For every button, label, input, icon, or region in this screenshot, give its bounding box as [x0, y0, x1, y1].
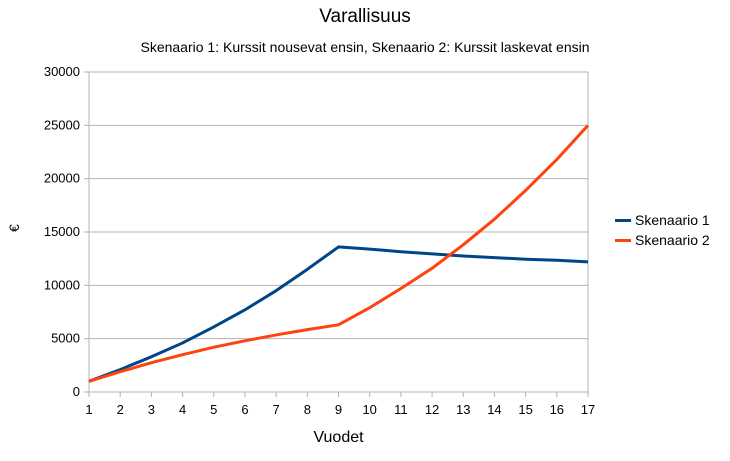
legend-entry-skenaario-1: Skenaario 1	[615, 210, 710, 230]
x-tick-label: 12	[425, 402, 439, 417]
x-tick-label: 4	[179, 402, 186, 417]
x-axis-label: Vuodet	[313, 429, 364, 446]
x-tick-label: 3	[148, 402, 155, 417]
x-tick-label: 1	[85, 402, 92, 417]
legend: Skenaario 1 Skenaario 2	[615, 210, 710, 250]
legend-entry-skenaario-2: Skenaario 2	[615, 230, 710, 250]
y-tick-label: 0	[73, 384, 80, 399]
y-tick-label: 20000	[44, 171, 80, 186]
y-tick-label: 30000	[44, 64, 80, 79]
x-tick-label: 16	[550, 402, 564, 417]
series-lines	[88, 124, 590, 383]
y-tick-label: 5000	[51, 331, 80, 346]
x-tick-label: 2	[117, 402, 124, 417]
chart-title: Varallisuus	[319, 6, 411, 27]
legend-swatch-skenaario-1	[615, 218, 631, 222]
x-tick-label: 13	[456, 402, 470, 417]
series-line-skenaario-1	[88, 245, 589, 383]
x-tick-label: 5	[210, 402, 217, 417]
x-tick-label: 6	[241, 402, 248, 417]
x-tick-label: 9	[335, 402, 342, 417]
axes	[84, 71, 589, 397]
x-tick-label: 8	[304, 402, 311, 417]
x-tick-label: 10	[362, 402, 376, 417]
x-tick-label: 11	[394, 402, 408, 417]
x-tick-label: 7	[273, 402, 280, 417]
legend-swatch-skenaario-2	[615, 238, 631, 242]
legend-label-skenaario-2: Skenaario 2	[635, 232, 710, 248]
y-tick-label: 15000	[44, 224, 80, 239]
series-line-skenaario-2	[88, 124, 590, 383]
x-tick-label: 15	[518, 402, 532, 417]
y-axis-label: €	[6, 224, 22, 232]
gridlines	[89, 71, 588, 393]
chart-subtitle: Skenaario 1: Kurssit nousevat ensin, Ske…	[140, 39, 590, 55]
y-tick-label: 10000	[44, 277, 80, 292]
y-tick-label: 25000	[44, 117, 80, 132]
x-tick-label: 14	[487, 402, 501, 417]
legend-label-skenaario-1: Skenaario 1	[635, 212, 710, 228]
x-tick-label: 17	[581, 402, 595, 417]
